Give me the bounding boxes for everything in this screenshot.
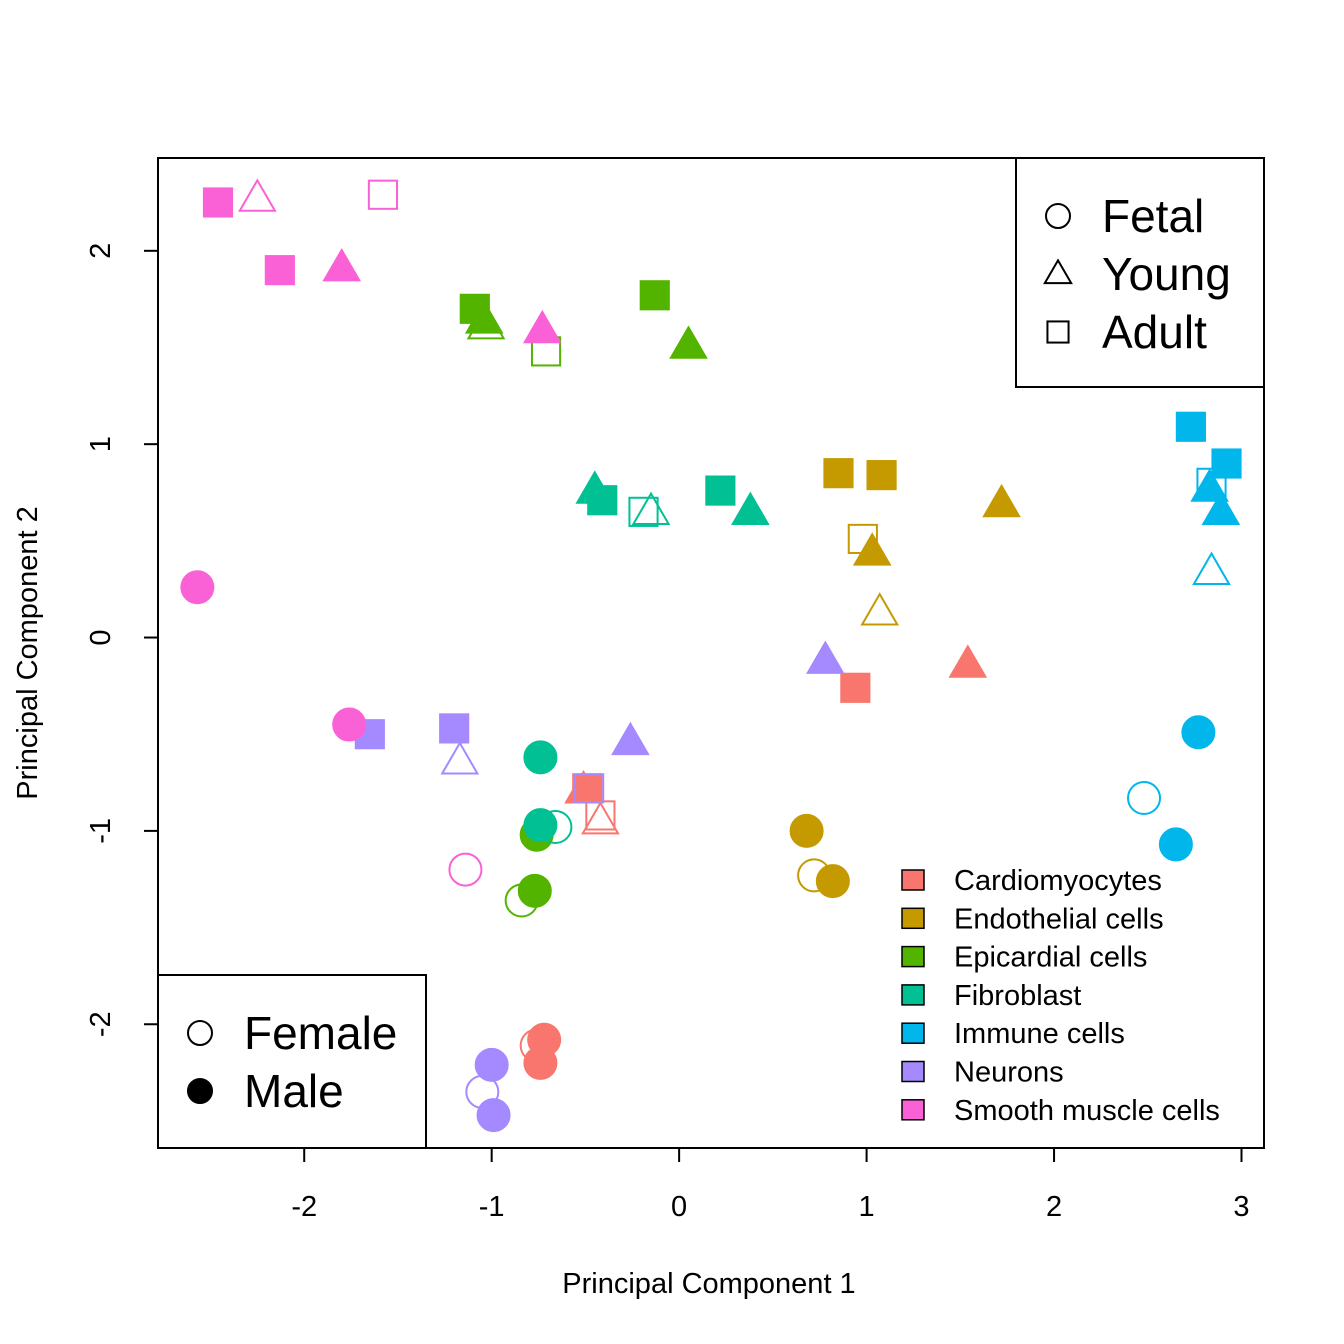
- point-neurons-young-male: [806, 640, 845, 674]
- point-neurons-adult-male: [439, 713, 470, 744]
- x-axis: -2 -1 0 1 2 3: [291, 1147, 1250, 1223]
- legend-female-circle-icon: [187, 1020, 213, 1046]
- point-immune-cells-young-male: [1201, 491, 1241, 526]
- legend-stage-label: Adult: [1102, 306, 1207, 358]
- point-neurons-young-female: [440, 741, 480, 775]
- point-immune-cells-fetal-male: [1158, 827, 1193, 862]
- legend-color-swatch: [901, 869, 925, 891]
- legend-sex-label: Female: [244, 1007, 397, 1059]
- legend-young-triangle-icon: [1043, 258, 1073, 285]
- legend-cell-type-label: Smooth muscle cells: [954, 1095, 1220, 1127]
- legend-cell-type-label: Neurons: [954, 1057, 1064, 1089]
- point-cardiomyocytes-adult-female: [585, 800, 616, 831]
- legend-fetal-circle-icon: [1045, 203, 1071, 229]
- x-tick-label: 3: [1233, 1191, 1249, 1223]
- point-endothelial-cells-adult-male: [866, 460, 897, 491]
- legend-color-swatch: [901, 984, 925, 1006]
- point-epicardial-cells-adult-male: [639, 280, 670, 311]
- point-endothelial-cells-adult-male: [823, 458, 854, 489]
- y-tick-label: 2: [85, 243, 117, 259]
- point-immune-cells-fetal-male: [1181, 715, 1216, 750]
- point-endothelial-cells-fetal-male: [789, 813, 824, 848]
- point-immune-cells-young-female: [1192, 551, 1231, 585]
- legend-cell-type-label: Cardiomyocytes: [954, 865, 1162, 897]
- legend-sex: Female Male: [157, 974, 427, 1149]
- y-tick-label: -2: [85, 1011, 117, 1037]
- point-immune-cells-adult-male: [1175, 411, 1206, 442]
- point-epicardial-cells-young-male: [669, 325, 708, 359]
- legend-stage: Fetal Young Adult: [1015, 157, 1265, 388]
- point-smooth-muscle-cells-young-male: [522, 309, 562, 344]
- x-tick-label: -1: [479, 1191, 505, 1223]
- point-fibroblast-young-female: [631, 491, 671, 526]
- legend-color-swatch: [901, 907, 925, 930]
- point-fibroblast-fetal-male: [523, 808, 558, 843]
- point-endothelial-cells-young-male: [982, 483, 1021, 518]
- legend-stage-label: Fetal: [1102, 190, 1204, 242]
- point-cardiomyocytes-fetal-male: [523, 1045, 558, 1080]
- y-tick-label: 0: [85, 629, 117, 645]
- y-tick-label: -1: [85, 818, 117, 844]
- legend-color-swatch: [901, 1060, 925, 1083]
- point-fibroblast-adult-male: [705, 475, 736, 506]
- legend-sex-label: Male: [244, 1065, 344, 1117]
- legend-color-swatch: [901, 1099, 925, 1121]
- point-immune-cells-young-male: [1190, 468, 1229, 502]
- point-neurons-fetal-male: [476, 1098, 511, 1133]
- legend-stage-label: Young: [1102, 248, 1231, 300]
- legend-color-swatch: [901, 1022, 925, 1044]
- point-smooth-muscle-cells-young-male: [322, 247, 362, 282]
- legend-stage-box: [1015, 157, 1265, 388]
- point-neurons-young-male: [611, 721, 650, 756]
- point-epicardial-cells-young-female: [466, 305, 506, 340]
- y-axis-label: Principal Component 2: [12, 506, 44, 799]
- x-tick-label: 2: [1046, 1191, 1062, 1223]
- point-endothelial-cells-young-male: [852, 532, 892, 566]
- point-smooth-muscle-cells-fetal-male: [332, 707, 367, 742]
- point-fibroblast-adult-female: [628, 496, 659, 527]
- point-fibroblast-adult-male: [587, 485, 618, 516]
- legend-cell-type-label: Endothelial cells: [954, 903, 1164, 935]
- legend-color-swatch: [901, 945, 925, 968]
- legend-male-circle-icon: [187, 1078, 213, 1104]
- x-tick-label: -2: [291, 1191, 317, 1223]
- legend-adult-square-icon: [1046, 320, 1070, 344]
- point-cardiomyocytes-adult-male: [840, 672, 871, 703]
- point-immune-cells-fetal-female: [1127, 781, 1162, 816]
- point-smooth-muscle-cells-adult-female: [367, 179, 399, 210]
- data-points: [180, 178, 1242, 1133]
- point-smooth-muscle-cells-adult-male: [202, 187, 234, 218]
- x-axis-label: Principal Component 1: [562, 1268, 855, 1300]
- x-tick-label: 1: [859, 1191, 875, 1223]
- y-axis: -2 -1 0 1 2: [85, 243, 159, 1037]
- legend-cell-type-label: Immune cells: [954, 1018, 1125, 1050]
- point-endothelial-cells-young-female: [860, 592, 900, 626]
- point-smooth-muscle-cells-fetal-male: [180, 570, 215, 605]
- x-tick-label: 0: [671, 1191, 687, 1223]
- point-epicardial-cells-fetal-female: [504, 883, 539, 918]
- point-endothelial-cells-fetal-male: [815, 864, 850, 899]
- legend-cell-type-label: Fibroblast: [954, 980, 1081, 1012]
- legend-cell-type-label: Epicardial cells: [954, 942, 1147, 974]
- point-neurons-fetal-male: [474, 1047, 509, 1082]
- legend-sex-box: [157, 974, 427, 1149]
- legend-cell-type: Cardiomyocytes Endothelial cells Epicardia…: [901, 865, 1220, 1127]
- point-fibroblast-young-male: [731, 491, 770, 526]
- point-smooth-muscle-cells-adult-male: [264, 255, 295, 286]
- point-smooth-muscle-cells-young-female: [238, 178, 277, 212]
- point-cardiomyocytes-young-male: [948, 644, 988, 678]
- point-smooth-muscle-cells-fetal-female: [448, 852, 483, 887]
- point-neurons-adult-female: [574, 773, 605, 804]
- y-tick-label: 1: [85, 436, 117, 452]
- point-cardiomyocytes-young-female: [581, 800, 620, 835]
- point-fibroblast-fetal-male: [523, 740, 558, 775]
